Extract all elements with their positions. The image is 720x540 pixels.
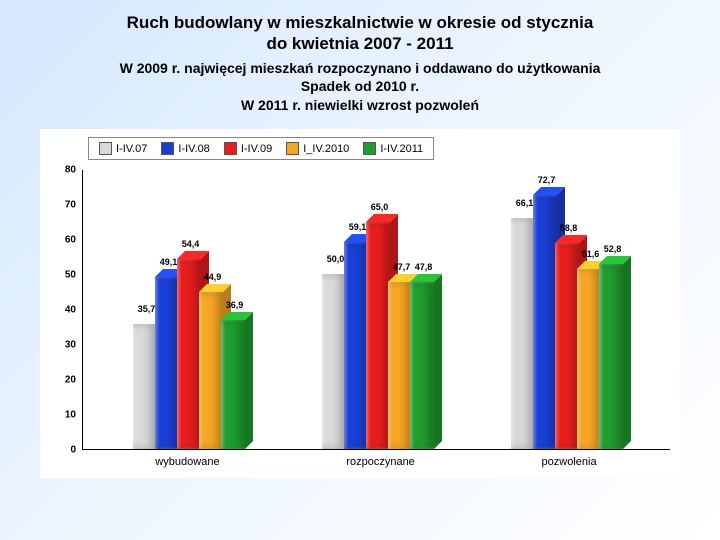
chart-plot-area: 01020304050607080 35,749,154,444,936,950… — [50, 170, 670, 450]
y-tick-label: 60 — [65, 235, 76, 246]
legend-label: I-IV.2011 — [380, 143, 423, 155]
bar-front — [199, 292, 223, 449]
bar: 52,8 — [599, 264, 623, 449]
legend-item: I-IV.09 — [224, 142, 272, 155]
bar-side — [434, 274, 442, 449]
legend-label: I-IV.07 — [116, 143, 147, 155]
bar: 65,0 — [366, 222, 390, 450]
legend-swatch — [286, 142, 299, 155]
bar-front — [388, 282, 412, 449]
legend-label: I-IV.09 — [241, 143, 272, 155]
subtitle-line-1: W 2009 r. najwięcej mieszkań rozpoczynan… — [120, 60, 601, 76]
bar-value-label: 44,9 — [198, 272, 228, 282]
bar: 35,7 — [133, 324, 157, 449]
y-tick-label: 80 — [65, 165, 76, 176]
legend-swatch — [363, 142, 376, 155]
bar-group: 35,749,154,444,936,9 — [133, 259, 243, 449]
x-tick-label: rozpoczynane — [346, 456, 415, 468]
bar: 49,1 — [155, 277, 179, 449]
bar: 54,4 — [177, 259, 201, 449]
bar-front — [221, 320, 245, 449]
bar-front — [555, 243, 579, 449]
chart-container: I-IV.07I-IV.08I-IV.09I_IV.2010I-IV.2011 … — [40, 129, 680, 478]
y-tick-label: 30 — [65, 340, 76, 351]
bar-front — [366, 222, 390, 450]
bar: 50,0 — [322, 274, 346, 449]
bar: 58,8 — [555, 243, 579, 449]
slide-header: Ruch budowlany w mieszkalnictwie w okres… — [0, 0, 720, 119]
bar-value-label: 47,8 — [409, 262, 439, 272]
bar-front — [177, 259, 201, 449]
bar-front — [322, 274, 346, 449]
y-tick-label: 50 — [65, 270, 76, 281]
bar-front — [511, 218, 535, 449]
bar: 36,9 — [221, 320, 245, 449]
title-line-2: do kwietnia 2007 - 2011 — [266, 34, 453, 53]
bar: 66,1 — [511, 218, 535, 449]
subtitle-line-2: Spadek od 2010 r. — [301, 78, 419, 94]
bar-value-label: 72,7 — [532, 175, 562, 185]
slide-subtitle: W 2009 r. najwięcej mieszkań rozpoczynan… — [20, 59, 700, 116]
y-tick-label: 20 — [65, 375, 76, 386]
bar-front — [344, 242, 368, 449]
bar: 47,7 — [388, 282, 412, 449]
y-tick-label: 70 — [65, 200, 76, 211]
y-tick-label: 10 — [65, 410, 76, 421]
bar-front — [133, 324, 157, 449]
bar-value-label: 54,4 — [176, 239, 206, 249]
bar-value-label: 36,9 — [220, 300, 250, 310]
legend-item: I_IV.2010 — [286, 142, 349, 155]
bar: 51,6 — [577, 269, 601, 450]
x-axis-labels: wybudowane rozpoczynane pozwolenia — [82, 456, 670, 468]
legend-swatch — [224, 142, 237, 155]
x-tick-label: wybudowane — [155, 456, 219, 468]
bar-group: 50,059,165,047,747,8 — [322, 222, 432, 450]
chart-legend: I-IV.07 I-IV.08 I-IV.09 I_IV.2010 I-IV.2011 — [88, 137, 434, 160]
bar-front — [599, 264, 623, 449]
bar: 59,1 — [344, 242, 368, 449]
bar-group: 66,172,758,851,652,8 — [511, 195, 621, 449]
y-tick-label: 0 — [70, 445, 76, 456]
subtitle-line-3: W 2011 r. niewielki wzrost pozwoleń — [241, 97, 479, 113]
bar-value-label: 58,8 — [554, 223, 584, 233]
bar-front — [577, 269, 601, 450]
bar-side — [623, 256, 631, 449]
y-tick-label: 40 — [65, 305, 76, 316]
bar: 47,8 — [410, 282, 434, 449]
x-tick-label: pozwolenia — [542, 456, 597, 468]
legend-item: I-IV.07 — [99, 142, 147, 155]
y-axis: 01020304050607080 — [50, 170, 82, 450]
chart-grid: 35,749,154,444,936,950,059,165,047,747,8… — [82, 170, 670, 450]
bar: 44,9 — [199, 292, 223, 449]
bar-front — [155, 277, 179, 449]
bar-side — [245, 312, 253, 449]
legend-label: I_IV.2010 — [303, 143, 349, 155]
bar-groups: 35,749,154,444,936,950,059,165,047,747,8… — [83, 170, 670, 449]
legend-swatch — [161, 142, 174, 155]
legend-swatch — [99, 142, 112, 155]
bar-front — [410, 282, 434, 449]
slide-title: Ruch budowlany w mieszkalnictwie w okres… — [20, 12, 700, 55]
legend-label: I-IV.08 — [178, 143, 209, 155]
title-line-1: Ruch budowlany w mieszkalnictwie w okres… — [127, 13, 594, 32]
legend-item: I-IV.08 — [161, 142, 209, 155]
bar-value-label: 52,8 — [598, 244, 628, 254]
legend-item: I-IV.2011 — [363, 142, 423, 155]
bar-value-label: 65,0 — [365, 202, 395, 212]
